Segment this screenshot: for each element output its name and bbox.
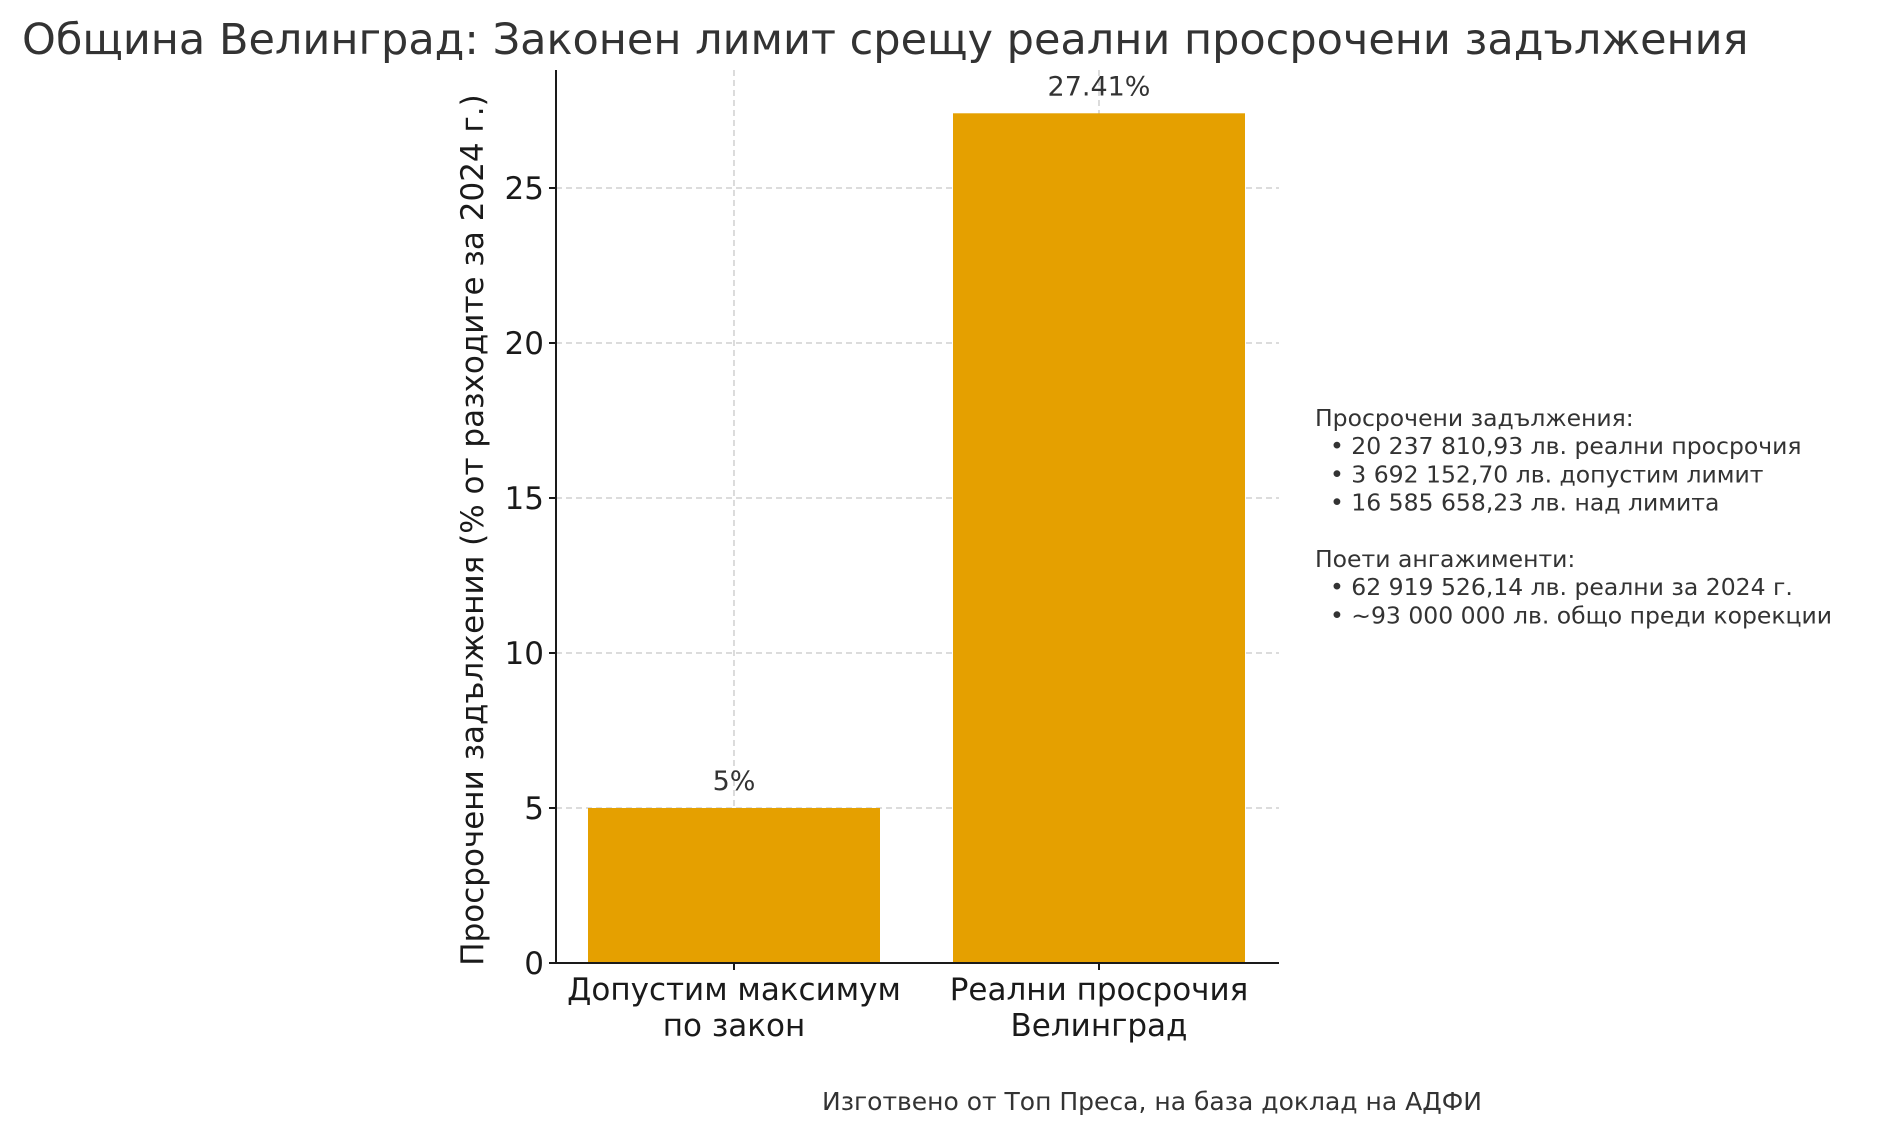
annotation-line: Поети ангажименти: xyxy=(1315,545,1575,573)
y-ticks: 0 5 10 15 20 25 xyxy=(505,171,556,982)
bar xyxy=(953,113,1245,964)
annotation-line: • 16 585 658,23 лв. над лимита xyxy=(1315,489,1719,517)
y-tick-label: 10 xyxy=(505,636,544,672)
axes xyxy=(555,70,1279,964)
bars xyxy=(588,113,1245,964)
x-tick-label: по закон xyxy=(663,1008,806,1044)
chart-title: Община Велинград: Законен лимит срещу ре… xyxy=(22,15,1748,65)
annotation-box: Просрочени задължения: • 20 237 810,93 л… xyxy=(1315,404,1832,629)
y-tick-label: 25 xyxy=(505,171,544,207)
y-tick-label: 20 xyxy=(505,326,544,362)
x-tick-label: Реални просрочия xyxy=(950,972,1249,1008)
value-label: 5% xyxy=(713,766,756,797)
y-tick-label: 15 xyxy=(505,481,544,517)
x-tick-label: Допустим максимум xyxy=(567,972,901,1008)
y-tick-label: 0 xyxy=(524,946,544,982)
value-label: 27.41% xyxy=(1048,71,1151,102)
y-axis-label: Просрочени задължения (% от разходите за… xyxy=(455,94,491,965)
annotation-line: • ~93 000 000 лв. общо преди корекции xyxy=(1315,601,1832,629)
bar xyxy=(588,808,880,963)
y-tick-label: 5 xyxy=(524,791,544,827)
annotation-line: • 62 919 526,14 лв. реални за 2024 г. xyxy=(1315,573,1793,601)
annotation-line: • 20 237 810,93 лв. реални просрочия xyxy=(1315,432,1802,460)
annotation-line: • 3 692 152,70 лв. допустим лимит xyxy=(1315,460,1764,488)
x-tick-label: Велинград xyxy=(1011,1008,1188,1044)
value-labels: 5% 27.41% xyxy=(713,71,1151,797)
footer-credit: Изготвено от Топ Преса, на база доклад н… xyxy=(822,1087,1482,1116)
annotation-line: Просрочени задължения: xyxy=(1315,404,1634,432)
